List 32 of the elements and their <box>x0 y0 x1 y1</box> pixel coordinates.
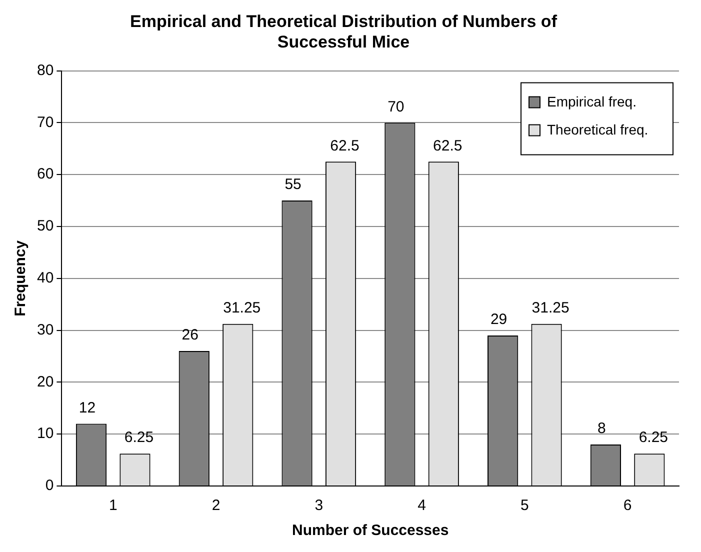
data-label: 62.5 <box>330 137 360 154</box>
y-tick-label: 70 <box>36 114 54 131</box>
x-tick-label: 3 <box>314 497 324 514</box>
x-tick-label: 5 <box>520 497 529 514</box>
y-tick-label: 20 <box>36 373 54 390</box>
x-tick-label: 4 <box>418 497 426 514</box>
x-tick-label: 6 <box>623 497 632 514</box>
data-label: 29 <box>490 311 508 328</box>
y-tick-label: 10 <box>36 425 54 442</box>
y-tick-label: 50 <box>36 218 54 235</box>
y-tick-label: 60 <box>36 166 54 183</box>
legend-label: Theoretical freq. <box>547 122 648 138</box>
x-tick-label: 1 <box>108 497 118 514</box>
data-label: 26 <box>182 326 198 344</box>
y-tick-label: 40 <box>36 270 54 287</box>
legend-label: Empirical freq. <box>547 94 636 110</box>
data-label: 12 <box>78 399 96 416</box>
chart-title: Empirical and Theoretical Distribution of Numbers of Successful Mice <box>130 12 558 52</box>
x-axis-title: Number of Successes <box>292 522 449 540</box>
data-label: 8 <box>598 420 606 438</box>
y-axis-title: Frequency <box>12 240 30 316</box>
y-tick-label: 80 <box>36 62 54 79</box>
data-label: 31.25 <box>223 299 261 316</box>
y-tick-label: 30 <box>36 321 54 338</box>
y-tick-label: 0 <box>45 477 54 494</box>
data-label: 31.25 <box>532 299 570 316</box>
data-label: 55 <box>284 176 302 194</box>
data-label: 6.25 <box>124 429 154 446</box>
data-label: 62.5 <box>433 137 462 154</box>
x-tick-label: 2 <box>212 497 220 514</box>
data-label: 70 <box>388 98 404 116</box>
data-label: 6.25 <box>638 429 668 446</box>
